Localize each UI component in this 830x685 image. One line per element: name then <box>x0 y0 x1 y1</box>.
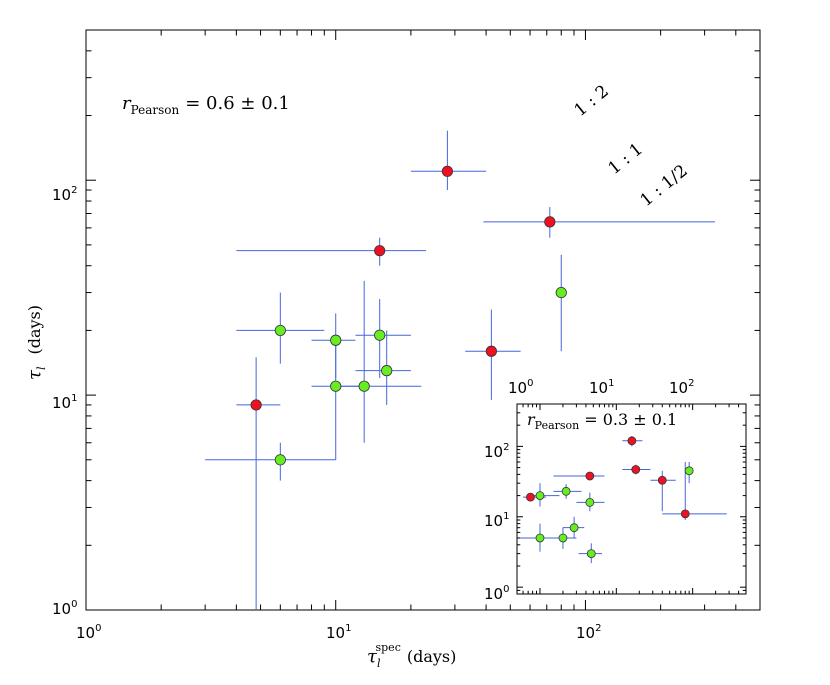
main-green-point-6 <box>381 365 393 377</box>
main-red-point-0 <box>250 399 262 411</box>
main-red-point-2 <box>441 165 453 177</box>
main-y-tick-label-2: 102 <box>52 185 77 204</box>
inset-background <box>516 403 747 595</box>
inset-red-point-1 <box>585 471 595 481</box>
main-error-bars <box>205 130 715 610</box>
main-green-point-4 <box>358 380 370 392</box>
main-green-point-7 <box>555 286 567 299</box>
inset-x-tick-label-0: 100 <box>508 378 533 397</box>
main-green-point-2 <box>330 334 342 346</box>
ref-line-label-1-1: 1 : 1 <box>605 139 647 179</box>
main-red-point-3 <box>485 345 497 357</box>
main-points <box>250 165 567 466</box>
inset-ticks <box>516 403 747 595</box>
main-green-point-3 <box>330 380 342 392</box>
main-plot-frame <box>85 29 761 611</box>
inset-y-tick-label-0: 100 <box>484 584 509 603</box>
main-green-point-1 <box>274 454 286 466</box>
inset-x-tick-label-1: 101 <box>589 378 614 397</box>
inset-red-point-5 <box>680 509 690 519</box>
main-pearson-annotation: rPearson = 0.6 ± 0.1 <box>122 93 290 117</box>
y-axis-label: τl(days) <box>24 305 48 380</box>
inset-y-tick-label-2: 102 <box>484 442 509 461</box>
main-ticks <box>85 29 761 611</box>
ref-line-label-1-2: 1 : 2 <box>571 81 613 121</box>
main-x-tick-label-0: 100 <box>76 623 101 642</box>
inset-green-point-0 <box>535 491 545 500</box>
x-axis-label: τlspec (days) <box>367 641 456 670</box>
main-green-point-5 <box>374 329 386 341</box>
inset-red-point-4 <box>657 475 667 485</box>
inset-green-point-7 <box>684 466 694 476</box>
ref-line-label-1-half: 1 : 1/2 <box>637 161 692 211</box>
main-y-tick-label-0: 100 <box>52 599 77 618</box>
main-x-tick-label-2: 102 <box>576 623 601 642</box>
main-red-point-4 <box>544 216 556 228</box>
inset-green-point-1 <box>535 533 545 543</box>
main-y-tick-label-1: 101 <box>52 393 77 412</box>
inset-red-point-3 <box>631 465 641 474</box>
inset-green-point-6 <box>586 549 596 558</box>
inset-green-point-3 <box>561 486 571 496</box>
main-green-point-0 <box>274 324 286 337</box>
inset-green-point-2 <box>558 533 568 543</box>
main-red-point-1 <box>374 245 386 257</box>
inset-green-point-5 <box>585 498 595 507</box>
inset-red-point-2 <box>627 436 637 446</box>
main-x-tick-label-1: 101 <box>326 623 351 642</box>
inset-y-tick-label-1: 101 <box>484 511 509 530</box>
inset-green-point-4 <box>569 523 579 533</box>
inset-points <box>526 436 694 558</box>
inset-pearson-annotation: rPearson = 0.3 ± 0.1 <box>527 410 677 432</box>
inset-x-tick-label-2: 102 <box>669 378 694 397</box>
inset-red-point-0 <box>526 492 535 502</box>
